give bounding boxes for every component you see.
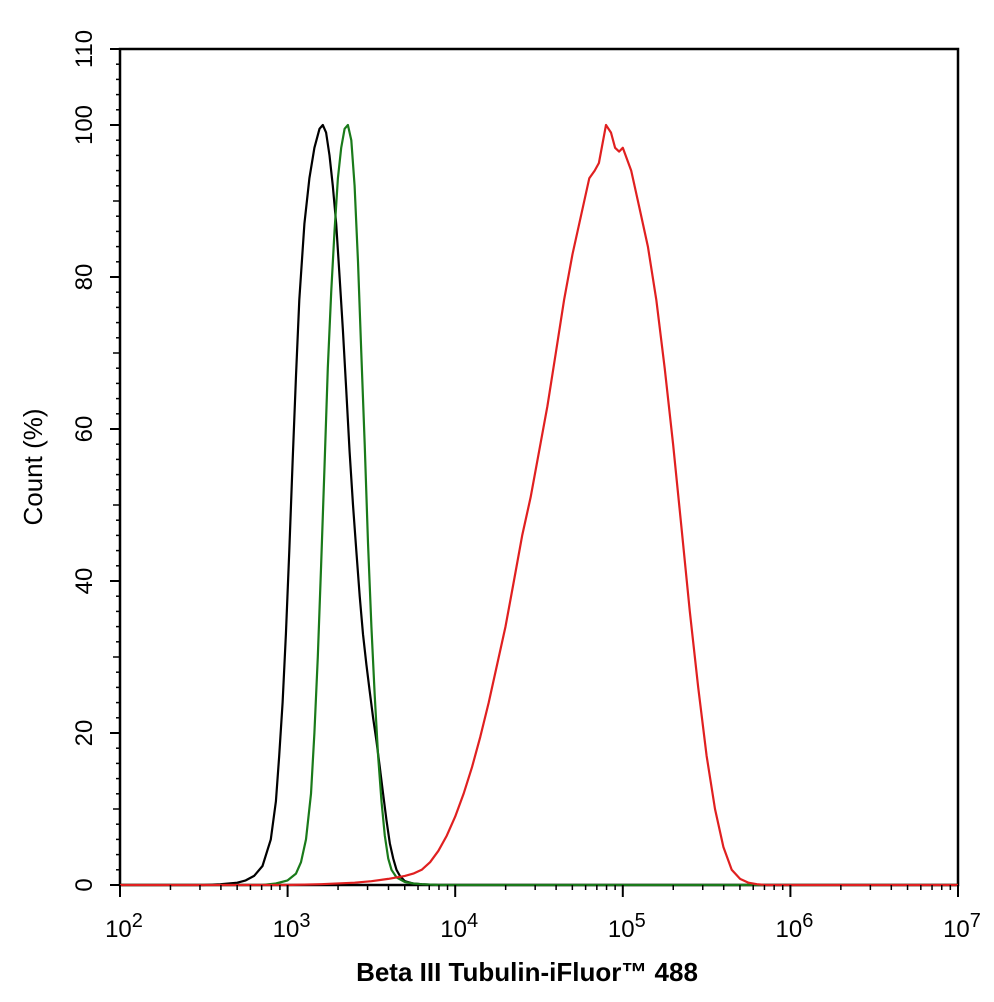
series-line-2 [120, 123, 958, 887]
y-axis-title: Count (%) [18, 408, 48, 525]
x-tick-label: 104 [440, 910, 478, 943]
x-tick-label: 107 [943, 910, 981, 943]
y-tick-label: 0 [71, 878, 98, 891]
series-line-1 [120, 123, 958, 887]
series-layer [120, 123, 958, 887]
plot-area [118, 47, 960, 887]
x-tick-label: 106 [775, 910, 813, 943]
y-tick-label: 80 [71, 264, 98, 291]
y-tick-label: 20 [71, 720, 98, 747]
x-tick-label: 103 [273, 910, 311, 943]
x-axis-title: Beta III Tubulin-iFluor™ 488 [356, 957, 698, 987]
y-tick-label: 60 [71, 416, 98, 443]
x-tick-label: 105 [608, 910, 646, 943]
y-tick-label: 110 [71, 30, 98, 68]
y-tick-label: 40 [71, 568, 98, 595]
y-tick-label: 100 [71, 105, 98, 145]
y-axis: 0 20 40 60 80 100 110 [71, 30, 120, 892]
x-axis: 102 103 104 105 106 107 [105, 885, 981, 943]
series-line-3 [120, 123, 958, 887]
plot-frame [118, 47, 960, 887]
x-tick-label: 102 [105, 910, 143, 943]
